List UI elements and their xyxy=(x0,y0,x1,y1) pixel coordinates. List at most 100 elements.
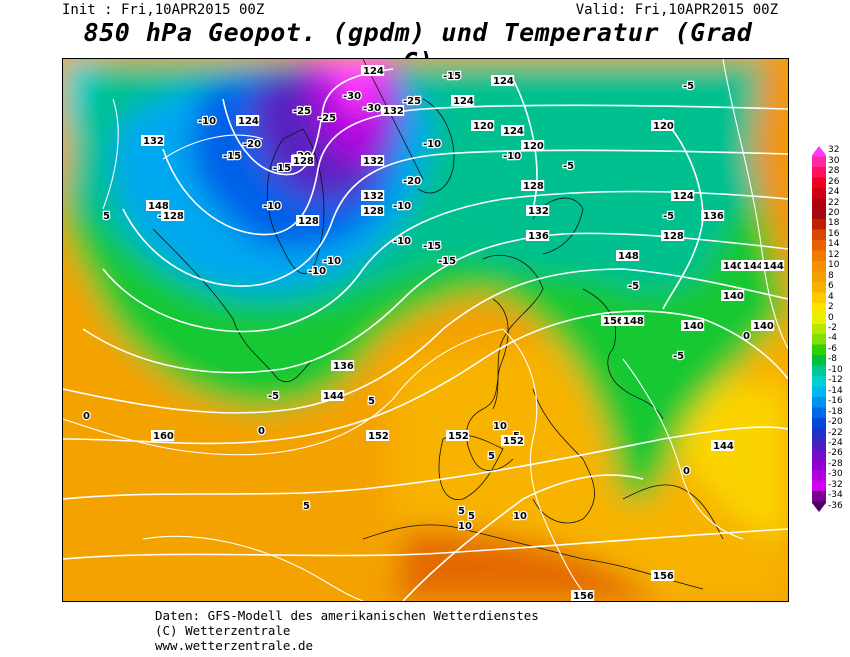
footer-url: www.wetterzentrale.de xyxy=(155,638,314,653)
colorbar-label: 26 xyxy=(828,176,840,187)
svg-text:124: 124 xyxy=(493,76,514,87)
svg-text:-10: -10 xyxy=(393,201,411,212)
svg-text:-30: -30 xyxy=(363,103,381,114)
geopotential-label: 124 xyxy=(361,65,385,77)
temperature-label: -10 xyxy=(502,150,523,164)
geopotential-label: 156 xyxy=(651,570,675,582)
geopotential-label: 144 xyxy=(761,260,785,272)
colorbar-label: -20 xyxy=(828,417,843,428)
svg-text:140: 140 xyxy=(753,321,774,332)
temperature-label: 5 xyxy=(367,395,377,409)
svg-text:144: 144 xyxy=(713,441,734,452)
temperature-label: -15 xyxy=(442,70,463,84)
svg-text:140: 140 xyxy=(683,321,704,332)
svg-text:0: 0 xyxy=(743,331,750,342)
map-svg: -30-30-25-25-25-20-20-20-15-15-15-15-15-… xyxy=(63,59,788,601)
temperature-label: 0 xyxy=(257,425,267,439)
colorbar-label: -22 xyxy=(828,427,843,438)
footer-source: Daten: GFS-Modell des amerikanischen Wet… xyxy=(155,608,539,623)
geopotential-label: 152 xyxy=(501,435,525,447)
temperature-label: -10 xyxy=(422,138,443,152)
svg-text:144: 144 xyxy=(763,261,784,272)
temperature-label: -15 xyxy=(222,150,243,164)
valid-time: Valid: Fri,10APR2015 00Z xyxy=(575,2,778,18)
svg-text:156: 156 xyxy=(573,591,594,601)
geopotential-label: 148 xyxy=(616,250,640,262)
geopotential-label: 128 xyxy=(291,155,315,167)
svg-text:152: 152 xyxy=(368,431,389,442)
footer: Daten: GFS-Modell des amerikanischen Wet… xyxy=(155,608,539,653)
svg-text:-5: -5 xyxy=(683,81,694,92)
svg-text:0: 0 xyxy=(683,466,690,477)
temperature-label: -25 xyxy=(317,112,338,126)
svg-text:-15: -15 xyxy=(273,163,291,174)
temperature-label: 5 xyxy=(102,210,112,224)
temperature-label: -10 xyxy=(262,200,283,214)
temperature-label: -10 xyxy=(307,265,328,279)
svg-text:5: 5 xyxy=(488,451,495,462)
temperature-label: -5 xyxy=(662,210,676,224)
colorbar-label: -34 xyxy=(828,490,843,501)
svg-text:-15: -15 xyxy=(443,71,461,82)
svg-text:152: 152 xyxy=(503,436,524,447)
svg-text:144: 144 xyxy=(323,391,344,402)
geopotential-label: 128 xyxy=(521,180,545,192)
temperature-label: -25 xyxy=(292,105,313,119)
temperature-label: 5 xyxy=(467,510,477,524)
geopotential-label: 148 xyxy=(146,200,170,212)
geopotential-label: 124 xyxy=(501,125,525,137)
colorbar-label: -32 xyxy=(828,479,843,490)
colorbar-label: 12 xyxy=(828,249,840,260)
svg-text:-10: -10 xyxy=(263,201,281,212)
geopotential-label: 132 xyxy=(381,105,405,117)
svg-text:124: 124 xyxy=(453,96,474,107)
colorbar-label: 18 xyxy=(828,218,840,229)
temperature-label: -5 xyxy=(672,350,686,364)
svg-text:140: 140 xyxy=(723,261,744,272)
svg-text:120: 120 xyxy=(653,121,674,132)
temperature-label: -5 xyxy=(682,80,696,94)
colorbar-label: -12 xyxy=(828,375,843,386)
geopotential-label: 152 xyxy=(366,430,390,442)
svg-text:10: 10 xyxy=(513,511,527,522)
svg-text:-20: -20 xyxy=(403,176,421,187)
temperature-colorbar xyxy=(812,146,826,512)
svg-text:124: 124 xyxy=(238,116,259,127)
temperature-label: -5 xyxy=(562,160,576,174)
geopotential-label: 132 xyxy=(141,135,165,147)
temperature-label: -30 xyxy=(362,102,383,116)
colorbar-label: 6 xyxy=(828,281,834,292)
temperature-label: -10 xyxy=(392,200,413,214)
temperature-label: -20 xyxy=(402,175,423,189)
svg-text:128: 128 xyxy=(523,181,544,192)
temperature-label: -30 xyxy=(342,90,363,104)
svg-text:5: 5 xyxy=(468,511,475,522)
geopotential-label: 144 xyxy=(321,390,345,402)
colorbar-label: 10 xyxy=(828,260,840,271)
geopotential-label: 132 xyxy=(361,155,385,167)
geopotential-label: 128 xyxy=(161,210,185,222)
geopotential-label: 124 xyxy=(671,190,695,202)
colorbar-label: -16 xyxy=(828,396,843,407)
svg-text:124: 124 xyxy=(503,126,524,137)
geopotential-label: 156 xyxy=(601,315,625,327)
colorbar-label: -2 xyxy=(828,323,837,333)
svg-text:10: 10 xyxy=(493,421,507,432)
geopotential-label: 156 xyxy=(571,590,595,601)
temperature-label: 0 xyxy=(82,410,92,424)
map-title: 850 hPa Geopot. (gpdm) und Temperatur (G… xyxy=(83,18,753,76)
svg-text:136: 136 xyxy=(703,211,724,222)
svg-text:5: 5 xyxy=(458,506,465,517)
svg-text:132: 132 xyxy=(528,206,549,217)
geopotential-label: 136 xyxy=(526,230,550,242)
svg-text:0: 0 xyxy=(83,411,90,422)
colorbar-label: -10 xyxy=(828,364,843,375)
svg-text:140: 140 xyxy=(723,291,744,302)
geopotential-label: 120 xyxy=(651,120,675,132)
geopotential-labels: 1241241281321321281281241241201201241281… xyxy=(141,65,785,601)
svg-text:-10: -10 xyxy=(308,266,326,277)
weather-map: -30-30-25-25-25-20-20-20-15-15-15-15-15-… xyxy=(62,58,789,602)
svg-text:128: 128 xyxy=(293,156,314,167)
svg-text:-5: -5 xyxy=(628,281,639,292)
svg-text:-15: -15 xyxy=(423,241,441,252)
